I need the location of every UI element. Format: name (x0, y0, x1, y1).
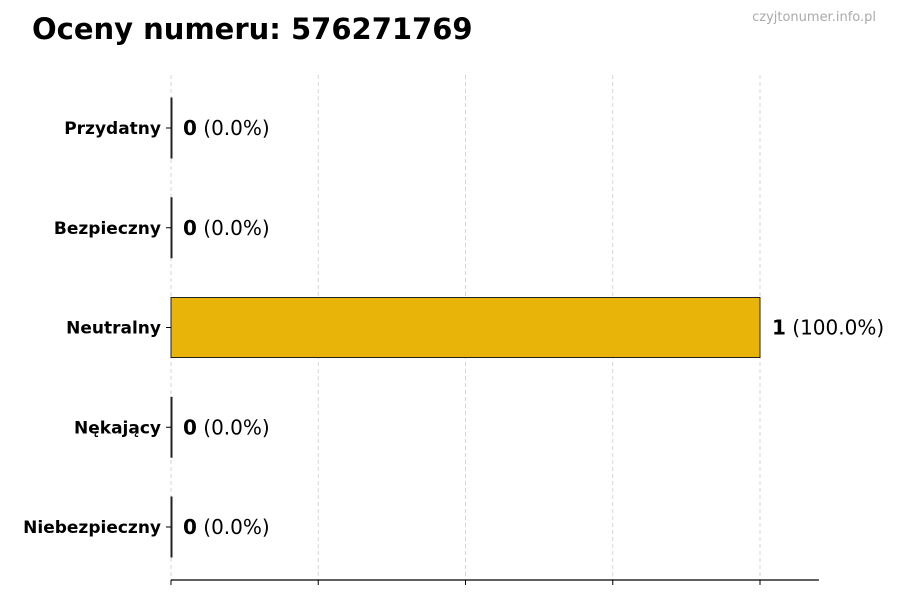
value-count: 0 (183, 116, 197, 140)
value-label: 0 (0.0%) (183, 116, 270, 140)
value-count: 1 (772, 316, 786, 340)
category-label: Nękający (74, 418, 161, 438)
value-label: 0 (0.0%) (183, 216, 270, 240)
value-label: 0 (0.0%) (183, 515, 270, 539)
value-percent: (0.0%) (197, 216, 270, 240)
bar-nękający (170, 396, 173, 458)
value-percent: (0.0%) (197, 116, 270, 140)
category-label: Przydatny (64, 119, 161, 139)
category-label: Niebezpieczny (23, 518, 161, 538)
category-label: Neutralny (66, 319, 161, 339)
bar-niebezpieczny (170, 496, 173, 558)
bar-przydatny (170, 97, 173, 159)
bar-bezpieczny (170, 197, 173, 259)
value-count: 0 (183, 415, 197, 439)
category-label: Bezpieczny (54, 219, 161, 239)
value-count: 0 (183, 216, 197, 240)
bar-neutralny (170, 297, 761, 358)
value-label: 1 (100.0%) (772, 316, 884, 340)
value-label: 0 (0.0%) (183, 415, 270, 439)
value-percent: (0.0%) (197, 415, 270, 439)
value-percent: (0.0%) (197, 515, 270, 539)
value-count: 0 (183, 515, 197, 539)
chart-title: Oceny numeru: 576271769 (32, 12, 473, 46)
watermark: czyjtonumer.info.pl (752, 10, 876, 25)
value-percent: (100.0%) (786, 316, 884, 340)
